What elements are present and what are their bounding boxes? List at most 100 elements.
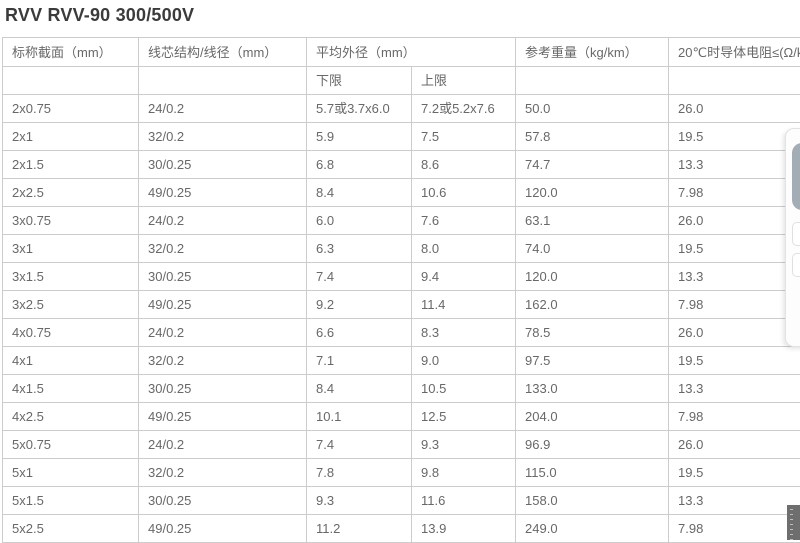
cell-resistance: 7.98: [668, 178, 800, 207]
cell-core-structure: 30/0.25: [138, 262, 307, 291]
page-title: RVV RVV-90 300/500V: [5, 5, 195, 25]
cell-diameter-upper: 9.8: [410, 458, 517, 487]
cell-core-structure: 24/0.2: [138, 318, 307, 347]
cell-core-structure: 24/0.2: [138, 94, 307, 123]
cell-diameter-lower: 5.9: [306, 122, 412, 151]
table-row: 3x1.5 30/0.25 7.4 9.4 120.0 13.3: [2, 262, 800, 291]
cell-diameter-upper: 9.3: [410, 430, 517, 459]
cell-core-structure: 30/0.25: [138, 374, 307, 403]
header-empty-cell: [138, 66, 307, 95]
cell-resistance: 13.3: [668, 150, 800, 179]
cell-diameter-lower: 9.2: [306, 290, 412, 319]
cell-diameter-upper: 11.4: [410, 290, 517, 319]
cell-core-structure: 32/0.2: [138, 458, 307, 487]
cell-diameter-upper: 8.6: [410, 150, 517, 179]
cell-ref-weight: 120.0: [515, 178, 670, 207]
cell-diameter-lower: 6.8: [306, 150, 412, 179]
cable-spec-table: 标称截面（mm） 线芯结构/线径（mm） 平均外径（mm） 参考重量（kg/km…: [2, 37, 800, 543]
cell-core-structure: 32/0.2: [138, 346, 307, 375]
cell-ref-weight: 50.0: [515, 94, 670, 123]
cell-nominal-section: 4x1.5: [2, 374, 139, 403]
cell-diameter-lower: 6.0: [306, 206, 412, 235]
cell-diameter-lower: 11.2: [306, 514, 412, 543]
col-header-lower-limit: 下限: [306, 66, 412, 95]
widget-button-2[interactable]: [792, 253, 800, 277]
col-header-nominal-section: 标称截面（mm）: [2, 37, 139, 67]
table-row: 5x2.5 49/0.25 11.2 13.9 249.0 7.98: [2, 514, 800, 543]
cell-ref-weight: 97.5: [515, 346, 670, 375]
cell-resistance: 13.3: [668, 374, 800, 403]
cell-diameter-lower: 7.8: [306, 458, 412, 487]
cell-core-structure: 49/0.25: [138, 178, 307, 207]
cell-nominal-section: 5x2.5: [2, 514, 139, 543]
cell-diameter-upper: 7.6: [410, 206, 517, 235]
cell-nominal-section: 2x2.5: [2, 178, 139, 207]
cell-resistance: 13.3: [668, 262, 800, 291]
header-empty-cell: [668, 66, 800, 95]
table-row: 4x1 32/0.2 7.1 9.0 97.5 19.5: [2, 346, 800, 375]
header-empty-cell: [515, 66, 670, 95]
cell-diameter-lower: 8.4: [306, 374, 412, 403]
cell-core-structure: 30/0.25: [138, 486, 307, 515]
cell-nominal-section: 4x1: [2, 346, 139, 375]
table-row: 3x2.5 49/0.25 9.2 11.4 162.0 7.98: [2, 290, 800, 319]
cell-resistance: 19.5: [668, 458, 800, 487]
table-row: 3x1 32/0.2 6.3 8.0 74.0 19.5: [2, 234, 800, 263]
cell-nominal-section: 3x0.75: [2, 206, 139, 235]
cell-nominal-section: 5x1: [2, 458, 139, 487]
chat-pill-icon[interactable]: [792, 143, 800, 210]
cell-ref-weight: 249.0: [515, 514, 670, 543]
cell-ref-weight: 133.0: [515, 374, 670, 403]
cell-core-structure: 49/0.25: [138, 290, 307, 319]
floating-service-widget: [785, 128, 800, 347]
cell-core-structure: 32/0.2: [138, 122, 307, 151]
widget-button-1[interactable]: [792, 222, 800, 246]
cell-ref-weight: 74.7: [515, 150, 670, 179]
col-header-conductor-resistance: 20℃时导体电阻≤(Ω/km): [668, 37, 800, 67]
cell-ref-weight: 78.5: [515, 318, 670, 347]
cell-nominal-section: 4x0.75: [2, 318, 139, 347]
cell-nominal-section: 5x1.5: [2, 486, 139, 515]
cell-nominal-section: 2x0.75: [2, 94, 139, 123]
cell-nominal-section: 2x1.5: [2, 150, 139, 179]
cell-diameter-lower: 7.4: [306, 262, 412, 291]
cell-ref-weight: 96.9: [515, 430, 670, 459]
table-row: 5x1 32/0.2 7.8 9.8 115.0 19.5: [2, 458, 800, 487]
table-row: 4x1.5 30/0.25 8.4 10.5 133.0 13.3: [2, 374, 800, 403]
col-header-avg-outer-diameter: 平均外径（mm）: [305, 37, 517, 67]
back-to-top-button[interactable]: [787, 505, 800, 540]
header-empty-cell: [2, 66, 139, 95]
cell-nominal-section: 4x2.5: [2, 402, 139, 431]
cell-diameter-lower: 7.1: [306, 346, 412, 375]
cell-ref-weight: 204.0: [515, 402, 670, 431]
table-row: 2x2.5 49/0.25 8.4 10.6 120.0 7.98: [2, 178, 800, 207]
cell-ref-weight: 74.0: [515, 234, 670, 263]
cell-nominal-section: 5x0.75: [2, 430, 139, 459]
cell-diameter-upper: 9.0: [410, 346, 517, 375]
cell-core-structure: 30/0.25: [138, 150, 307, 179]
cell-core-structure: 49/0.25: [138, 514, 307, 543]
cell-ref-weight: 63.1: [515, 206, 670, 235]
cell-nominal-section: 3x1: [2, 234, 139, 263]
cell-resistance: 13.3: [668, 486, 800, 515]
cell-resistance: 26.0: [668, 94, 800, 123]
cell-ref-weight: 120.0: [515, 262, 670, 291]
cell-resistance: 26.0: [668, 206, 800, 235]
cell-diameter-upper: 8.3: [410, 318, 517, 347]
cell-diameter-upper: 12.5: [410, 402, 517, 431]
table-row: 4x2.5 49/0.25 10.1 12.5 204.0 7.98: [2, 402, 800, 431]
col-header-ref-weight: 参考重量（kg/km）: [515, 37, 670, 67]
table-row: 4x0.75 24/0.2 6.6 8.3 78.5 26.0: [2, 318, 800, 347]
cell-core-structure: 24/0.2: [138, 206, 307, 235]
cell-resistance: 7.98: [668, 514, 800, 543]
table-row: 3x0.75 24/0.2 6.0 7.6 63.1 26.0: [2, 206, 800, 235]
cell-diameter-upper: 10.5: [410, 374, 517, 403]
cell-diameter-lower: 9.3: [306, 486, 412, 515]
header-row-1: 标称截面（mm） 线芯结构/线径（mm） 平均外径（mm） 参考重量（kg/km…: [2, 37, 800, 67]
table-row: 5x0.75 24/0.2 7.4 9.3 96.9 26.0: [2, 430, 800, 459]
cell-nominal-section: 3x1.5: [2, 262, 139, 291]
cell-ref-weight: 57.8: [515, 122, 670, 151]
cell-diameter-lower: 6.3: [306, 234, 412, 263]
cell-resistance: 7.98: [668, 290, 800, 319]
